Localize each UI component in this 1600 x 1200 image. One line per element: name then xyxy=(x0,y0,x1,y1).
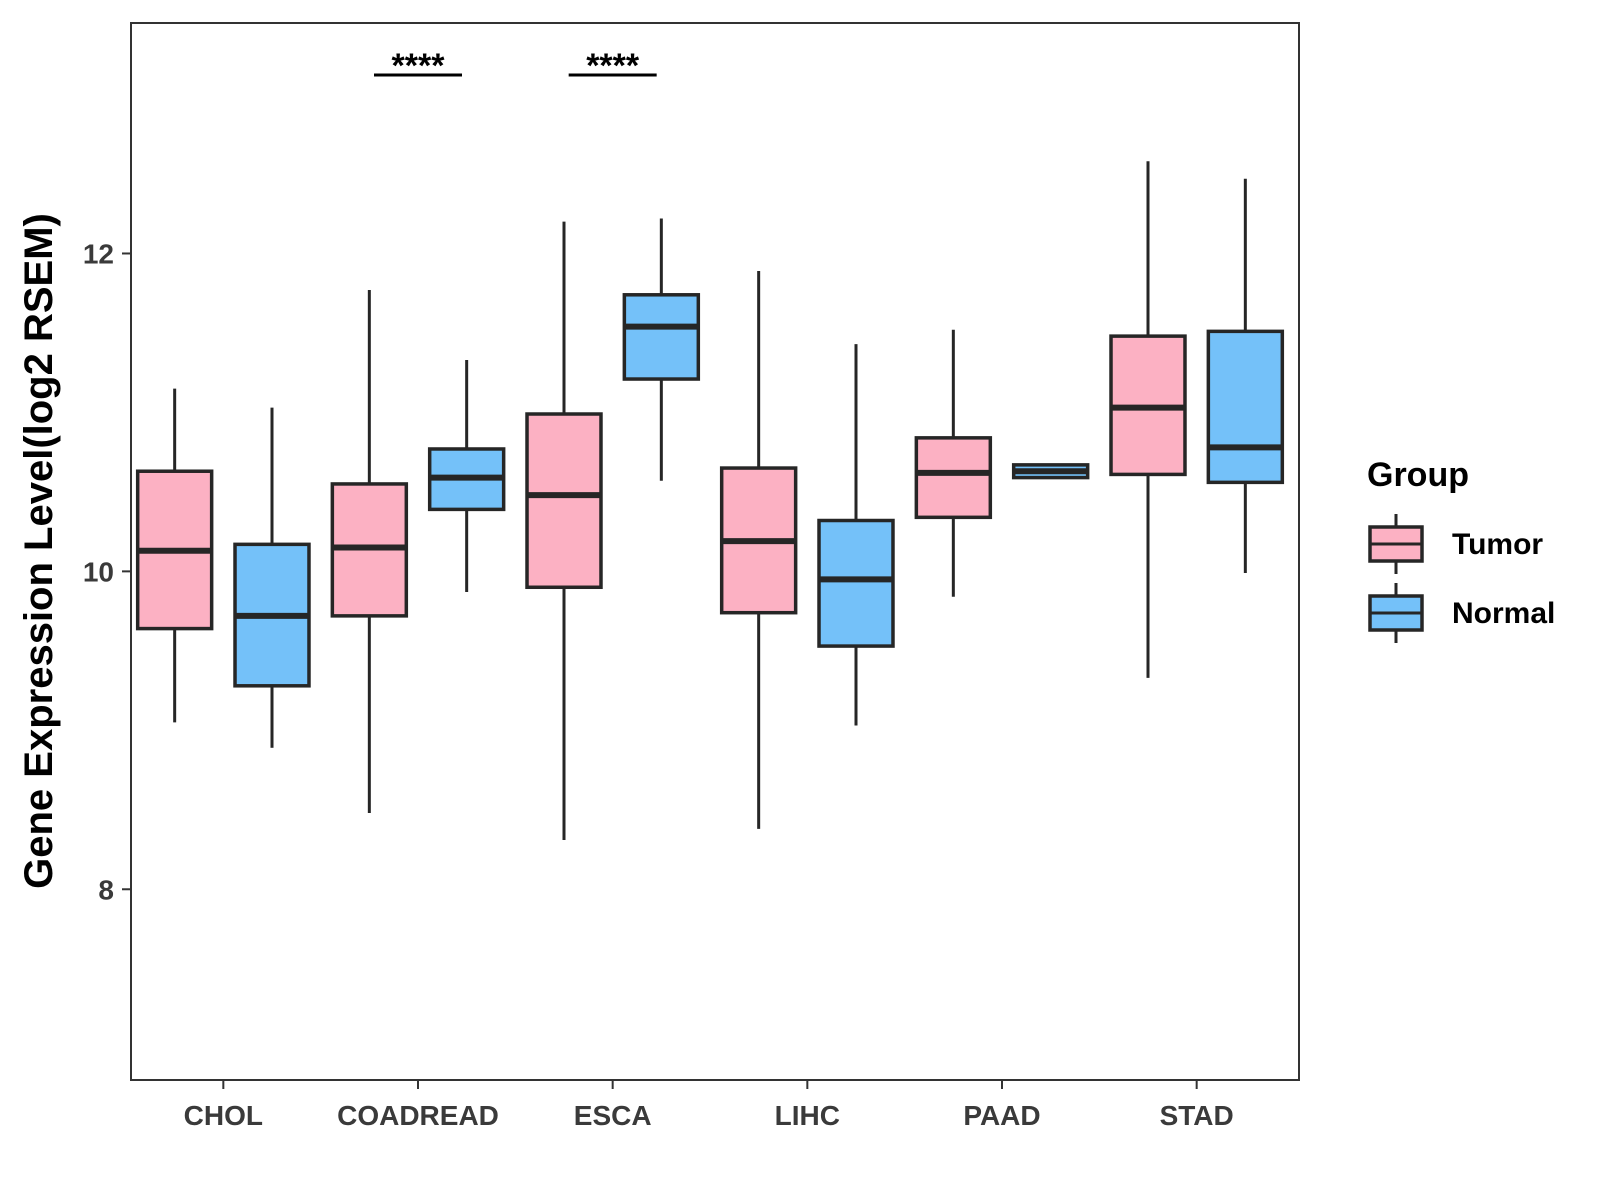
y-axis-title: Gene Expression Level(log2 RSEM) xyxy=(17,213,61,889)
box-iqr xyxy=(817,518,895,648)
box-normal-stad xyxy=(1206,178,1285,573)
y-axis: 8 10 12 xyxy=(83,238,131,905)
box-normal-paad xyxy=(1011,463,1090,480)
box-tumor-paad xyxy=(914,329,993,597)
box-normal-lihc xyxy=(817,344,895,726)
box-normal-coadread xyxy=(427,359,506,593)
legend-title: Group xyxy=(1367,456,1469,494)
box-tumor-chol xyxy=(135,388,214,723)
boxes xyxy=(135,161,1285,840)
legend-entry-normal: Normal xyxy=(1368,583,1555,643)
x-tick-label-stad: STAD xyxy=(1160,1100,1234,1131)
legend-label-normal: Normal xyxy=(1452,597,1555,630)
x-axis: CHOL COADREAD ESCA LIHC PAAD STAD xyxy=(184,1080,1234,1131)
significance-esca: **** xyxy=(568,47,657,85)
x-tick-label-paad: PAAD xyxy=(963,1100,1040,1131)
significance-label: **** xyxy=(392,47,446,85)
y-tick-label: 10 xyxy=(83,556,114,587)
x-tick-label-coadread: COADREAD xyxy=(337,1100,499,1131)
legend: Group Tumor Normal xyxy=(1367,456,1555,643)
box-iqr xyxy=(525,412,603,590)
legend-label-tumor: Tumor xyxy=(1452,528,1543,561)
x-tick-label-chol: CHOL xyxy=(184,1100,263,1131)
box-iqr xyxy=(914,436,993,520)
y-tick-label: 8 xyxy=(98,874,114,905)
box-iqr xyxy=(622,293,701,381)
x-tick-label-lihc: LIHC xyxy=(775,1100,840,1131)
legend-entry-tumor: Tumor xyxy=(1368,514,1543,574)
significance-coadread: **** xyxy=(374,47,462,85)
box-normal-chol xyxy=(233,407,311,748)
x-tick-label-esca: ESCA xyxy=(574,1100,652,1131)
box-tumor-lihc xyxy=(719,270,798,829)
significance-label: **** xyxy=(586,47,640,85)
plot-panel xyxy=(130,22,1300,1081)
box-tumor-coadread xyxy=(330,290,409,813)
significance-annotations: **** **** xyxy=(374,47,657,85)
box-normal-esca xyxy=(622,218,701,481)
y-tick-label: 12 xyxy=(83,238,114,269)
box-tumor-stad xyxy=(1109,161,1187,678)
box-tumor-esca xyxy=(525,221,603,840)
box-iqr xyxy=(1206,329,1285,485)
